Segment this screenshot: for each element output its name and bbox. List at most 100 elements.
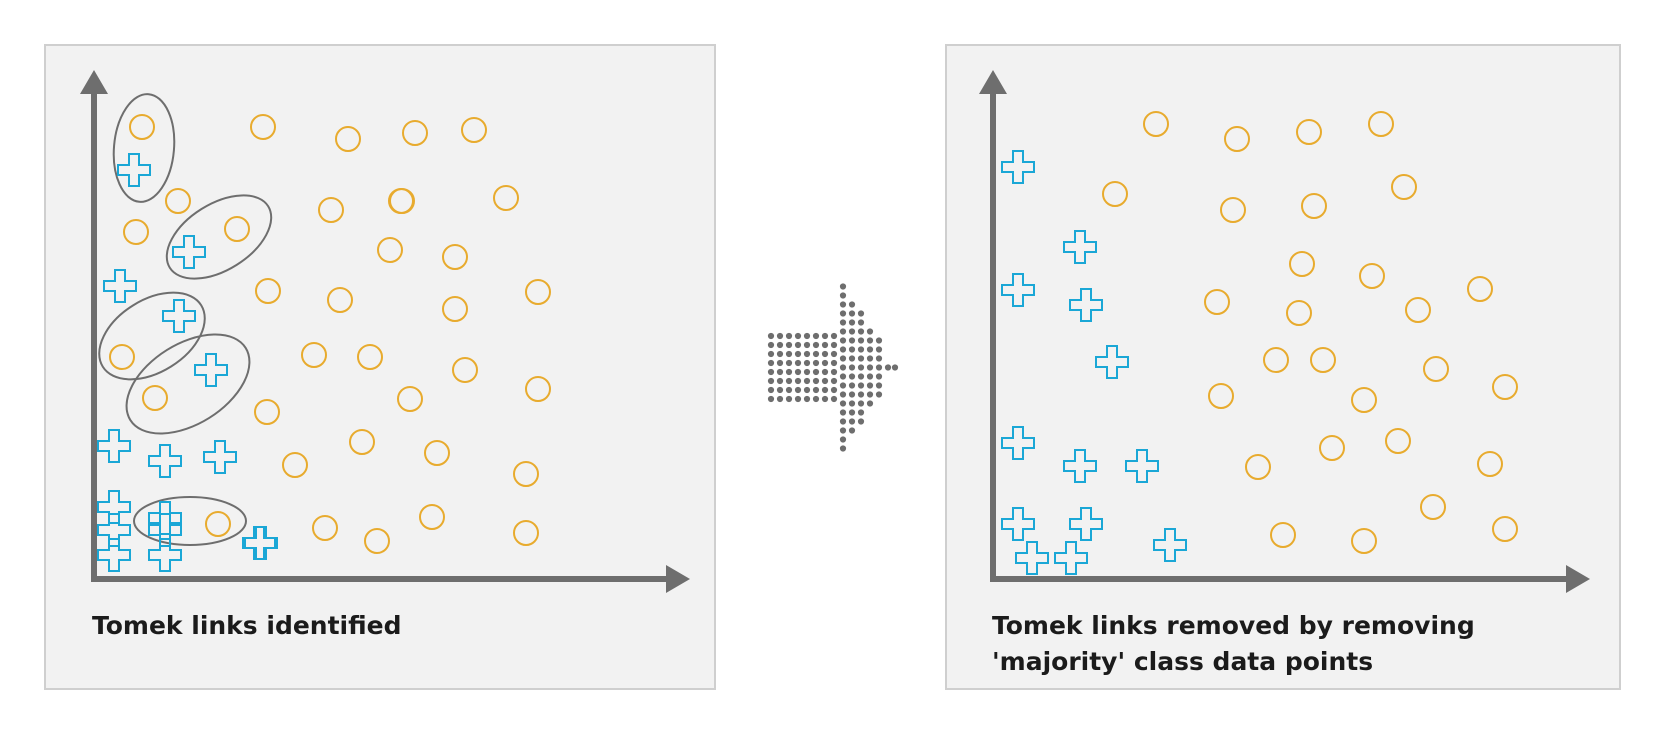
arrow-dot: [830, 341, 838, 349]
arrow-dot: [767, 350, 775, 358]
arrow-dot: [848, 427, 856, 434]
majority-point: [1204, 289, 1230, 315]
arrow-dot: [794, 395, 802, 403]
arrow-dot: [839, 328, 847, 335]
arrow-dot: [776, 332, 784, 340]
y-axis-arrowhead: [979, 70, 1007, 94]
arrow-dot: [866, 355, 874, 362]
panel-before-data-points: [97, 114, 551, 572]
tomek-link-ellipse: [98, 291, 206, 381]
arrow-dot: [785, 359, 793, 367]
majority-point: [1492, 374, 1518, 400]
y-axis-arrowhead: [80, 70, 108, 94]
arrow-dot: [794, 350, 802, 358]
arrow-dot: [839, 355, 847, 362]
majority-point: [1385, 428, 1411, 454]
arrow-dot: [875, 346, 883, 353]
arrow-dot: [866, 391, 874, 398]
minority-point: [1001, 273, 1035, 307]
minority-point: [1063, 230, 1097, 264]
minority-point: [1069, 288, 1103, 322]
arrow-dot: [821, 386, 829, 394]
minority-point: [1153, 528, 1187, 562]
arrow-dot: [857, 337, 865, 344]
arrow-dot: [812, 341, 820, 349]
minority-point: [97, 429, 131, 463]
arrow-dot: [848, 400, 856, 407]
arrow-dot: [848, 418, 856, 425]
arrow-dot: [857, 382, 865, 389]
minority-point: [148, 538, 182, 572]
arrow-dot: [857, 373, 865, 380]
arrow-dot: [848, 337, 856, 344]
arrow-dot: [839, 301, 847, 308]
arrow-dot: [794, 359, 802, 367]
arrow-dot: [812, 350, 820, 358]
arrow-dot: [839, 319, 847, 326]
arrow-dot: [776, 377, 784, 385]
arrow-dot: [839, 445, 847, 452]
majority-point: [1391, 174, 1417, 200]
majority-point: [1286, 300, 1312, 326]
arrow-dot: [857, 328, 865, 335]
arrow-dot: [866, 346, 874, 353]
arrow-dot: [839, 400, 847, 407]
minority-point: [97, 513, 131, 547]
minority-point: [172, 235, 206, 269]
tomek-link-ellipse: [165, 194, 273, 280]
majority-point: [224, 216, 250, 242]
arrow-dot: [857, 364, 865, 371]
arrow-dot: [848, 355, 856, 362]
arrow-dot: [776, 368, 784, 376]
majority-point: [129, 114, 155, 140]
majority-point: [452, 357, 478, 383]
arrow-dot: [812, 377, 820, 385]
majority-point: [1467, 276, 1493, 302]
majority-point: [254, 399, 280, 425]
majority-point: [513, 461, 539, 487]
arrow-dot: [839, 337, 847, 344]
arrow-dot: [821, 368, 829, 376]
arrow-dot: [839, 418, 847, 425]
arrow-dot: [812, 386, 820, 394]
arrow-dot: [839, 346, 847, 353]
minority-point: [148, 513, 182, 547]
majority-point: [364, 528, 390, 554]
arrow-dot: [776, 359, 784, 367]
arrow-dot: [866, 400, 874, 407]
arrow-dot: [767, 386, 775, 394]
majority-point: [1224, 126, 1250, 152]
majority-point: [493, 185, 519, 211]
arrow-dot: [839, 373, 847, 380]
arrow-dot: [776, 350, 784, 358]
arrow-dot: [839, 409, 847, 416]
majority-point: [165, 188, 191, 214]
majority-point: [250, 114, 276, 140]
arrow-dot: [776, 386, 784, 394]
arrow-dot: [857, 400, 865, 407]
majority-point: [142, 385, 168, 411]
arrow-dot: [821, 377, 829, 385]
arrow-dot: [785, 368, 793, 376]
arrow-dot: [803, 332, 811, 340]
majority-point: [442, 296, 468, 322]
tomek-link-ellipses: [98, 93, 273, 546]
arrow-dot: [848, 301, 856, 308]
majority-point: [255, 278, 281, 304]
arrow-dot: [821, 359, 829, 367]
majority-point: [282, 452, 308, 478]
majority-point: [123, 219, 149, 245]
majority-point: [1296, 119, 1322, 145]
arrow-dot: [839, 382, 847, 389]
arrow-dot: [776, 341, 784, 349]
arrow-dot: [812, 395, 820, 403]
majority-point: [1492, 516, 1518, 542]
dotted-arrow-icon: [767, 283, 899, 452]
arrow-dot: [794, 377, 802, 385]
minority-point: [103, 269, 137, 303]
arrow-dot: [866, 382, 874, 389]
arrow-dot: [830, 386, 838, 394]
arrow-dot: [866, 373, 874, 380]
arrow-dot: [875, 337, 883, 344]
